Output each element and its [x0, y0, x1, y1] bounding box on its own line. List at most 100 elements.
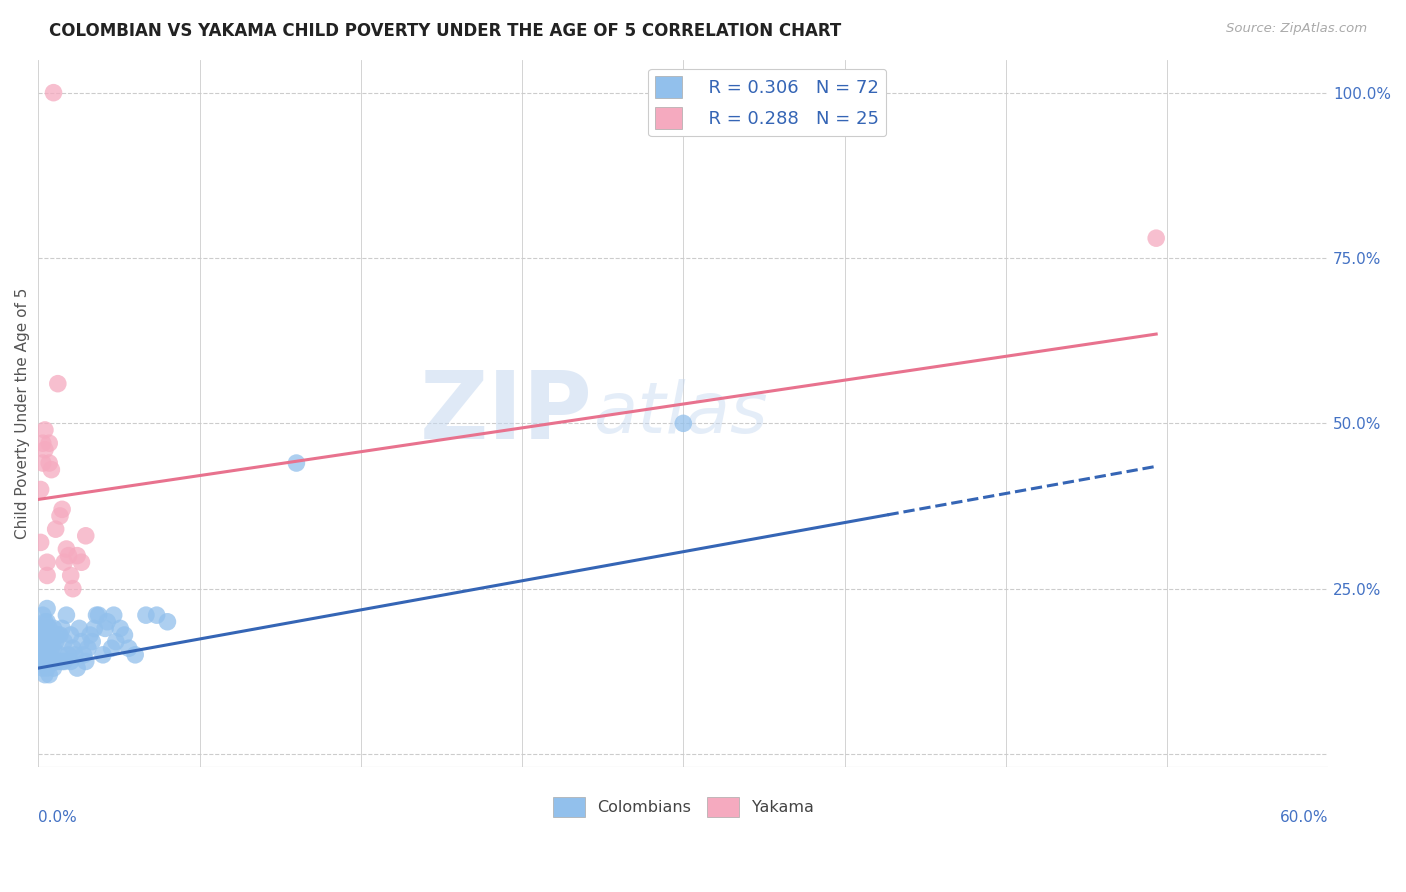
Point: [82, 634, 104, 648]
Point: [45, 655, 67, 669]
Text: 60.0%: 60.0%: [1279, 810, 1329, 825]
Point: [38, 648, 60, 662]
Point: [100, 641, 122, 656]
Point: [45, 522, 67, 536]
Point: [79, 628, 101, 642]
Point: [41, 628, 63, 642]
Point: [156, 615, 179, 629]
Point: [59, 568, 82, 582]
Point: [67, 621, 90, 635]
Point: [55, 608, 77, 623]
Point: [46, 655, 69, 669]
Point: [72, 648, 94, 662]
Point: [70, 555, 93, 569]
Point: [38, 634, 60, 648]
Point: [31, 436, 53, 450]
Point: [49, 508, 72, 523]
Point: [103, 608, 125, 623]
Point: [53, 655, 76, 669]
Point: [49, 628, 72, 642]
Point: [53, 555, 76, 569]
Point: [51, 655, 73, 669]
Point: [35, 648, 58, 662]
Point: [31, 648, 53, 662]
Text: COLOMBIAN VS YAKAMA CHILD POVERTY UNDER THE AGE OF 5 CORRELATION CHART: COLOMBIAN VS YAKAMA CHILD POVERTY UNDER …: [49, 22, 841, 40]
Point: [34, 442, 56, 457]
Point: [31, 634, 53, 648]
Point: [108, 621, 131, 635]
Point: [34, 667, 56, 681]
Point: [1144, 231, 1167, 245]
Point: [42, 641, 65, 656]
Point: [70, 634, 93, 648]
Point: [59, 655, 82, 669]
Point: [34, 641, 56, 656]
Point: [145, 608, 167, 623]
Point: [34, 423, 56, 437]
Text: ZIP: ZIP: [420, 368, 593, 459]
Point: [58, 549, 80, 563]
Point: [66, 661, 89, 675]
Point: [59, 628, 82, 642]
Point: [77, 641, 100, 656]
Point: [135, 608, 157, 623]
Point: [41, 655, 63, 669]
Point: [87, 608, 110, 623]
Point: [62, 641, 84, 656]
Point: [42, 86, 65, 100]
Point: [38, 436, 60, 450]
Point: [75, 655, 97, 669]
Point: [34, 655, 56, 669]
Point: [35, 555, 58, 569]
Point: [91, 648, 114, 662]
Point: [285, 456, 308, 470]
Point: [38, 667, 60, 681]
Point: [30, 648, 52, 662]
Point: [38, 456, 60, 470]
Point: [94, 621, 117, 635]
Point: [46, 376, 69, 391]
Point: [51, 502, 73, 516]
Point: [672, 417, 695, 431]
Point: [83, 621, 105, 635]
Point: [45, 634, 67, 648]
Y-axis label: Child Poverty Under the Age of 5: Child Poverty Under the Age of 5: [15, 288, 30, 539]
Point: [35, 634, 58, 648]
Point: [31, 621, 53, 635]
Point: [30, 634, 52, 648]
Text: 0.0%: 0.0%: [38, 810, 77, 825]
Text: atlas: atlas: [593, 379, 768, 448]
Point: [41, 463, 63, 477]
Point: [31, 661, 53, 675]
Text: Source: ZipAtlas.com: Source: ZipAtlas.com: [1226, 22, 1367, 36]
Point: [114, 628, 136, 642]
Point: [38, 621, 60, 635]
Point: [42, 621, 65, 635]
Point: [35, 661, 58, 675]
Point: [35, 601, 58, 615]
Point: [51, 621, 73, 635]
Point: [104, 634, 127, 648]
Point: [58, 648, 80, 662]
Point: [53, 634, 76, 648]
Point: [96, 615, 118, 629]
Point: [31, 608, 53, 623]
Point: [46, 628, 69, 642]
Point: [34, 628, 56, 642]
Point: [49, 648, 72, 662]
Point: [75, 529, 97, 543]
Point: [55, 541, 77, 556]
Point: [31, 456, 53, 470]
Point: [41, 641, 63, 656]
Point: [118, 641, 141, 656]
Point: [66, 549, 89, 563]
Point: [30, 621, 52, 635]
Legend: Colombians, Yakama: Colombians, Yakama: [547, 790, 820, 823]
Point: [30, 483, 52, 497]
Point: [34, 615, 56, 629]
Point: [30, 655, 52, 669]
Point: [124, 648, 146, 662]
Point: [62, 582, 84, 596]
Point: [35, 615, 58, 629]
Point: [63, 648, 86, 662]
